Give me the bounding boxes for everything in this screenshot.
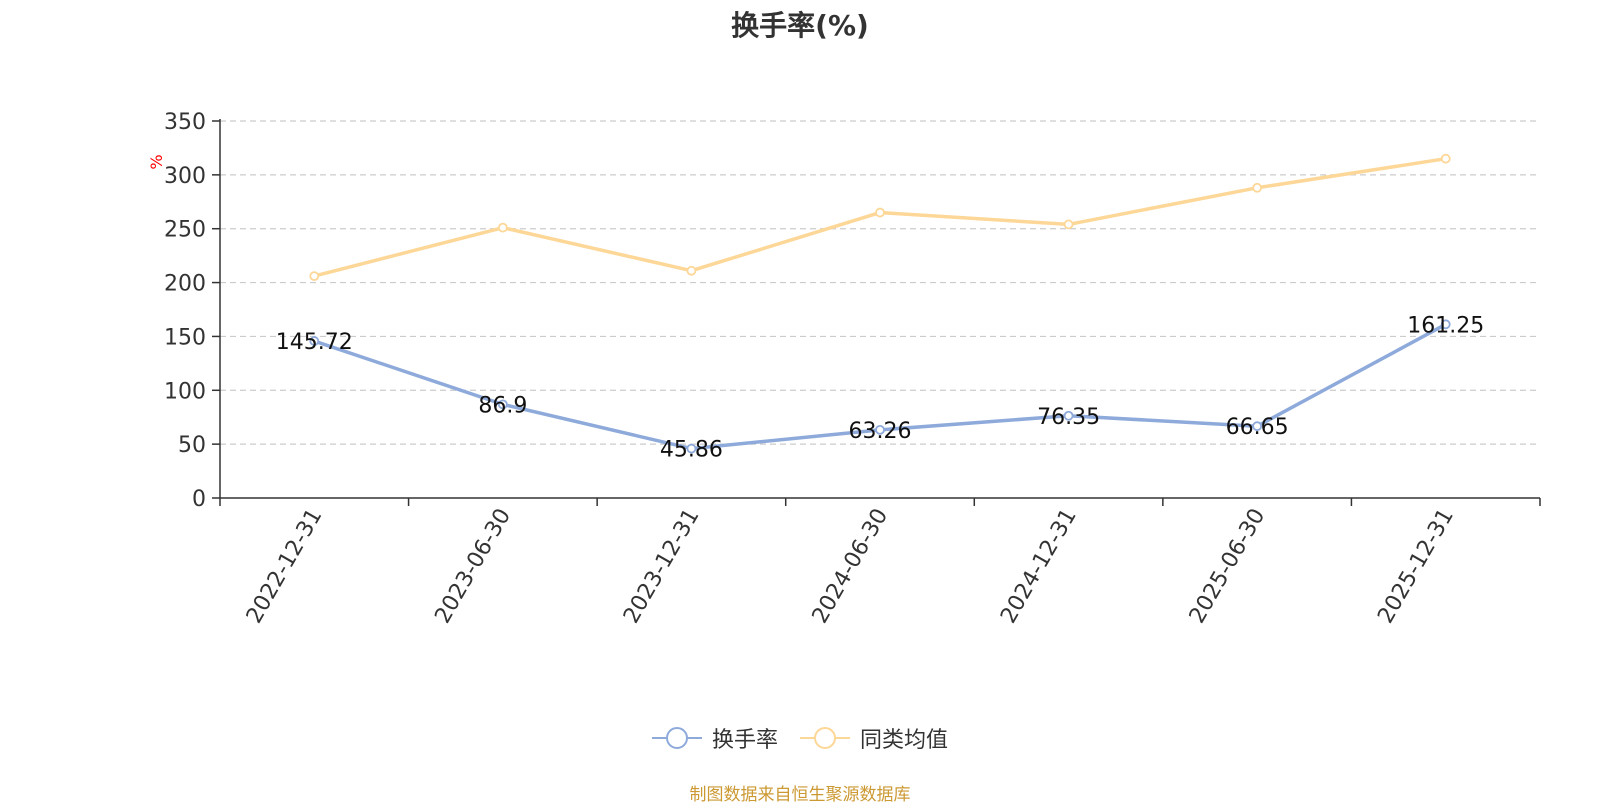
legend-label-turnover: 换手率 <box>711 728 778 753</box>
x-tick-label: 2025-12-31 <box>1373 505 1459 628</box>
y-tick-label: 200 <box>164 272 206 297</box>
y-tick-label: 150 <box>164 325 206 350</box>
data-point <box>497 222 508 233</box>
x-tick-label: 2023-12-31 <box>619 505 705 628</box>
y-tick-label: 300 <box>164 164 206 189</box>
legend: 换手率 同类均值 <box>0 722 1600 754</box>
data-point <box>1440 153 1451 164</box>
legend-label-peer-average: 同类均值 <box>860 728 949 753</box>
data-point <box>686 265 697 276</box>
data-point <box>1063 410 1074 421</box>
data-point <box>1252 421 1263 432</box>
x-tick-label: 2025-06-30 <box>1185 505 1271 628</box>
axes: 0 50 100 150 200 250 300 350% 2022-12-31 2023-06-… <box>147 110 1541 628</box>
legend-item-turnover[interactable]: 换手率 <box>651 722 778 754</box>
data-labels: 145.72 86.9 45.86 63.26 76.35 66.65 161.25 <box>276 313 1484 462</box>
data-label: 86.9 <box>478 393 527 418</box>
data-label: 45.86 <box>660 438 723 463</box>
legend-peer-average-icon <box>800 727 850 749</box>
data-point <box>497 399 508 410</box>
data-label: 66.65 <box>1226 415 1289 440</box>
y-tick-label: 0 <box>192 487 206 512</box>
x-tick-label: 2024-12-31 <box>996 505 1082 628</box>
data-point <box>309 336 320 346</box>
legend-item-peer-average[interactable]: 同类均值 <box>800 722 948 754</box>
data-point <box>309 271 320 282</box>
x-tick-label: 2023-06-30 <box>430 505 516 628</box>
grid-lines <box>220 120 1540 445</box>
y-tick-label: 350 <box>164 110 206 135</box>
source-note: 制图数据来自恒生聚源数据库 <box>689 785 911 805</box>
series-lines <box>309 153 1451 454</box>
data-point <box>875 207 885 218</box>
x-tick-label: 2022-12-31 <box>242 505 328 628</box>
y-tick-label: 50 <box>178 433 206 458</box>
data-label: 63.26 <box>849 419 912 444</box>
data-point <box>1440 319 1451 330</box>
data-label: 161.25 <box>1407 313 1484 338</box>
data-point <box>1063 219 1074 230</box>
x-tick-label: 2024-06-30 <box>808 505 894 628</box>
data-point <box>875 424 885 435</box>
data-label: 76.35 <box>1037 405 1100 430</box>
legend-turnover-icon <box>651 727 702 749</box>
chart-title: 换手率(%) <box>731 9 869 42</box>
data-point <box>1252 182 1263 193</box>
y-axis-unit-label: % <box>147 154 166 169</box>
y-tick-label: 250 <box>164 218 206 243</box>
data-point <box>686 443 697 454</box>
y-tick-label: 100 <box>164 379 206 404</box>
data-label: 145.72 <box>276 330 353 355</box>
